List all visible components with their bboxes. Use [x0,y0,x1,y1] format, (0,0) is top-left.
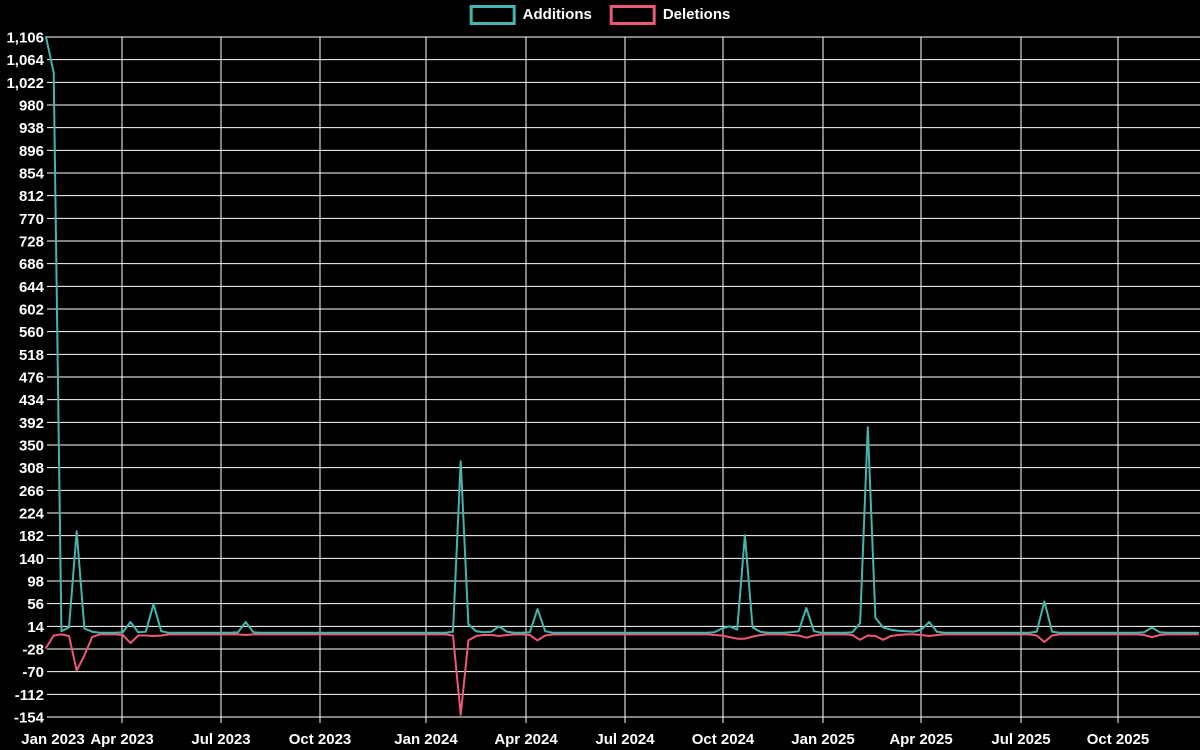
y-tick-label: 56 [27,596,44,613]
y-tick-label: 476 [19,370,44,387]
legend-item-additions: Additions [469,5,592,25]
x-tick-label: Oct 2025 [1087,731,1150,748]
x-tick-label: Apr 2023 [90,731,153,748]
y-tick-label: 182 [19,528,44,545]
deletions-swatch [609,5,656,25]
y-tick-label: 896 [19,143,44,160]
additions-swatch [469,5,516,25]
x-tick-label: Oct 2024 [692,731,755,748]
x-tick-label: Jan 2023 [21,731,84,748]
y-tick-label: 644 [19,279,45,296]
y-tick-label: 350 [19,438,44,455]
chart-legend: Additions Deletions [469,5,731,25]
y-tick-label: 770 [19,211,44,228]
y-tick-label: 140 [19,551,44,568]
y-tick-label: -70 [22,664,44,681]
y-tick-label: 854 [19,166,45,183]
y-tick-label: 728 [19,234,44,251]
y-tick-label: 1,022 [6,75,44,92]
y-tick-label: 98 [27,574,44,591]
y-tick-label: 308 [19,460,44,477]
y-tick-label: 1,064 [6,52,44,69]
x-tick-label: Jan 2025 [791,731,854,748]
y-tick-label: 686 [19,256,44,273]
x-tick-label: Oct 2023 [289,731,352,748]
x-tick-label: Jul 2023 [191,731,250,748]
y-tick-label: -28 [22,642,44,659]
y-tick-label: -154 [14,710,45,727]
y-tick-label: 602 [19,302,44,319]
y-tick-label: 1,106 [6,30,44,47]
x-tick-label: Apr 2025 [889,731,952,748]
y-tick-label: 560 [19,324,44,341]
y-tick-label: 938 [19,120,44,137]
legend-label-deletions: Deletions [662,6,731,23]
legend-item-deletions: Deletions [609,5,731,25]
legend-label-additions: Additions [522,6,592,23]
y-tick-label: 518 [19,347,44,364]
y-tick-label: 392 [19,415,44,432]
y-tick-label: 266 [19,483,44,500]
y-tick-label: 980 [19,98,44,115]
y-tick-label: 14 [27,619,44,636]
series-line-deletions [45,633,1199,716]
x-tick-label: Apr 2024 [494,731,558,748]
x-tick-label: Jul 2025 [991,731,1050,748]
series-line-additions [45,36,1199,634]
y-tick-label: 224 [19,506,45,523]
x-tick-label: Jul 2024 [595,731,655,748]
y-tick-label: 434 [19,392,45,409]
y-tick-label: 812 [19,188,44,205]
y-tick-label: -112 [15,687,44,704]
x-tick-label: Jan 2024 [394,731,458,748]
